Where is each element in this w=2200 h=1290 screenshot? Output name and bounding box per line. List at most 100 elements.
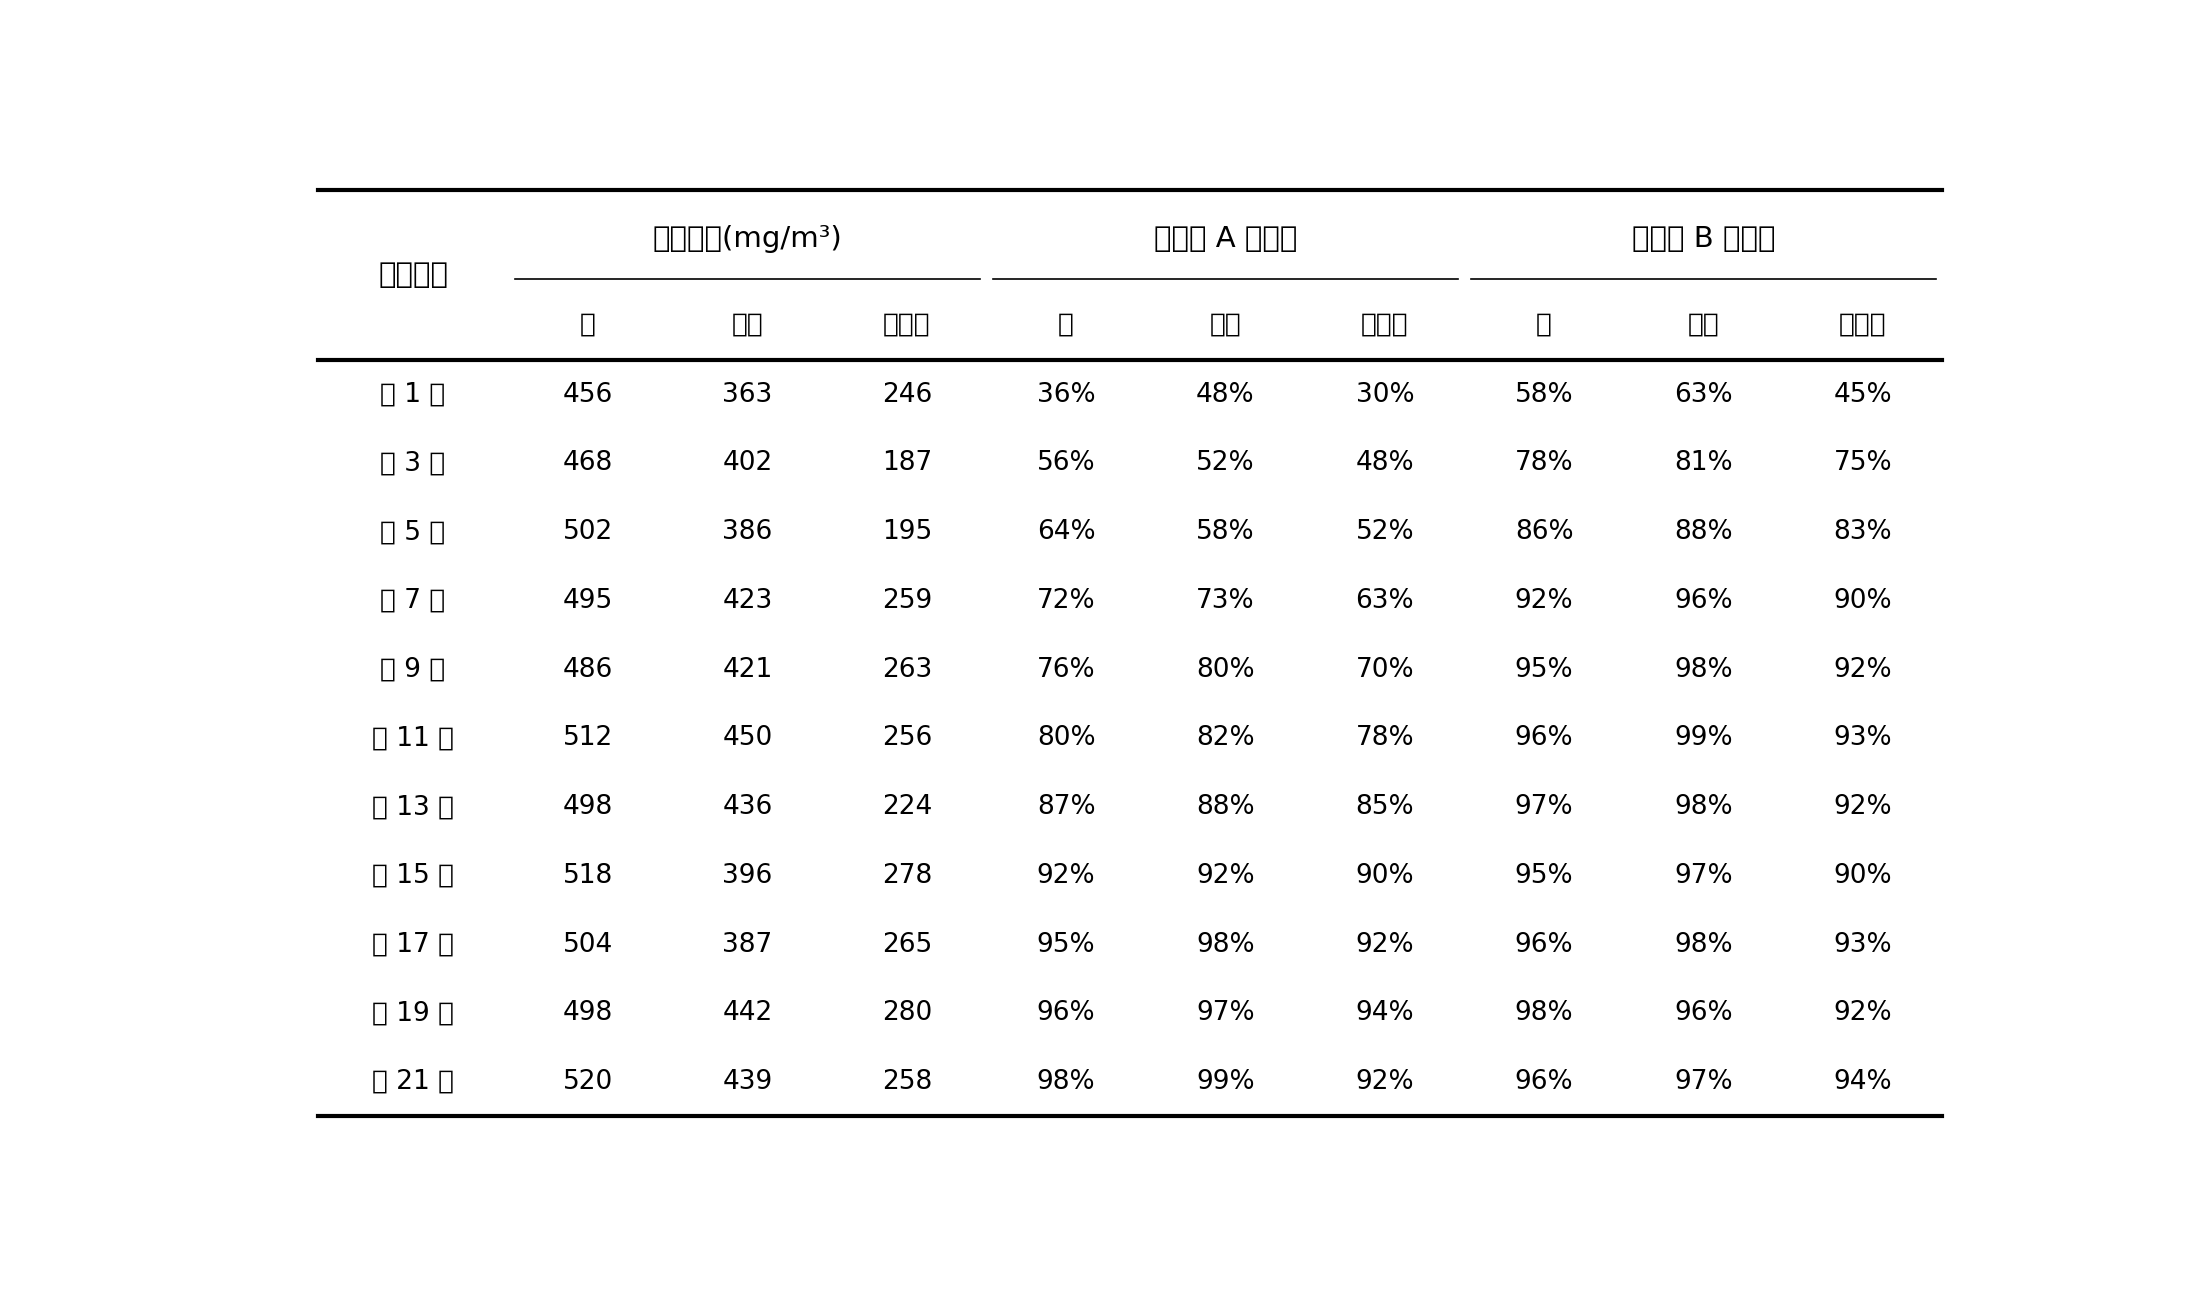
Text: 92%: 92% [1833,795,1892,820]
Text: 224: 224 [882,795,933,820]
Text: 263: 263 [882,657,933,682]
Text: 78%: 78% [1355,725,1415,751]
Text: 反应器 B 去除率: 反应器 B 去除率 [1632,226,1775,253]
Text: 97%: 97% [1516,795,1573,820]
Text: 92%: 92% [1516,588,1573,614]
Text: 99%: 99% [1674,725,1734,751]
Text: 278: 278 [882,863,933,889]
Text: 95%: 95% [1036,931,1096,957]
Text: 439: 439 [722,1069,772,1095]
Text: 30%: 30% [1355,382,1415,408]
Text: 87%: 87% [1036,795,1096,820]
Text: 187: 187 [882,450,933,476]
Text: 73%: 73% [1197,588,1254,614]
Text: 85%: 85% [1355,795,1415,820]
Text: 504: 504 [563,931,614,957]
Text: 98%: 98% [1674,657,1734,682]
Text: 442: 442 [722,1000,772,1027]
Text: 495: 495 [563,588,614,614]
Text: 90%: 90% [1355,863,1415,889]
Text: 甲苯: 甲苯 [1210,312,1241,338]
Text: 78%: 78% [1516,450,1573,476]
Text: 第 7 天: 第 7 天 [381,588,447,614]
Text: 75%: 75% [1833,450,1892,476]
Text: 512: 512 [563,725,614,751]
Text: 第 1 天: 第 1 天 [381,382,447,408]
Text: 95%: 95% [1516,863,1573,889]
Text: 45%: 45% [1833,382,1892,408]
Text: 93%: 93% [1833,725,1892,751]
Text: 396: 396 [722,863,772,889]
Text: 81%: 81% [1674,450,1734,476]
Text: 92%: 92% [1833,1000,1892,1027]
Text: 运行时间: 运行时间 [378,261,449,289]
Text: 92%: 92% [1197,863,1254,889]
Text: 96%: 96% [1516,725,1573,751]
Text: 386: 386 [722,519,772,546]
Text: 363: 363 [722,382,772,408]
Text: 甲苯: 甲苯 [733,312,763,338]
Text: 450: 450 [722,725,772,751]
Text: 64%: 64% [1036,519,1096,546]
Text: 98%: 98% [1197,931,1254,957]
Text: 苯: 苯 [1536,312,1551,338]
Text: 90%: 90% [1833,588,1892,614]
Text: 256: 256 [882,725,933,751]
Text: 甲苯: 甲苯 [1687,312,1720,338]
Text: 98%: 98% [1516,1000,1573,1027]
Text: 88%: 88% [1197,795,1254,820]
Text: 88%: 88% [1674,519,1734,546]
Text: 第 13 天: 第 13 天 [372,795,453,820]
Text: 92%: 92% [1355,931,1415,957]
Text: 96%: 96% [1516,1069,1573,1095]
Text: 468: 468 [563,450,614,476]
Text: 97%: 97% [1674,1069,1734,1095]
Text: 402: 402 [722,450,772,476]
Text: 280: 280 [882,1000,933,1027]
Text: 258: 258 [882,1069,933,1095]
Text: 98%: 98% [1036,1069,1096,1095]
Text: 518: 518 [563,863,614,889]
Text: 96%: 96% [1674,1000,1734,1027]
Text: 265: 265 [882,931,933,957]
Text: 72%: 72% [1036,588,1096,614]
Text: 86%: 86% [1516,519,1573,546]
Text: 第 9 天: 第 9 天 [381,657,447,682]
Text: 70%: 70% [1355,657,1415,682]
Text: 56%: 56% [1036,450,1096,476]
Text: 第 5 天: 第 5 天 [381,519,447,546]
Text: 苯: 苯 [1058,312,1074,338]
Text: 97%: 97% [1674,863,1734,889]
Text: 80%: 80% [1197,657,1254,682]
Text: 95%: 95% [1516,657,1573,682]
Text: 83%: 83% [1833,519,1892,546]
Text: 195: 195 [882,519,933,546]
Text: 98%: 98% [1674,931,1734,957]
Text: 421: 421 [722,657,772,682]
Text: 96%: 96% [1516,931,1573,957]
Text: 93%: 93% [1833,931,1892,957]
Text: 502: 502 [563,519,614,546]
Text: 96%: 96% [1036,1000,1096,1027]
Text: 90%: 90% [1833,863,1892,889]
Text: 92%: 92% [1036,863,1096,889]
Text: 456: 456 [563,382,614,408]
Text: 第 21 天: 第 21 天 [372,1069,453,1095]
Text: 94%: 94% [1833,1069,1892,1095]
Text: 反应器 A 去除率: 反应器 A 去除率 [1153,226,1298,253]
Text: 36%: 36% [1036,382,1096,408]
Text: 76%: 76% [1036,657,1096,682]
Text: 第 19 天: 第 19 天 [372,1000,453,1027]
Text: 259: 259 [882,588,933,614]
Text: 第 3 天: 第 3 天 [381,450,447,476]
Text: 92%: 92% [1833,657,1892,682]
Text: 48%: 48% [1197,382,1254,408]
Text: 96%: 96% [1674,588,1734,614]
Text: 486: 486 [563,657,614,682]
Text: 二甲苯: 二甲苯 [1362,312,1408,338]
Text: 苯: 苯 [581,312,596,338]
Text: 498: 498 [563,795,614,820]
Text: 58%: 58% [1516,382,1573,408]
Text: 52%: 52% [1197,450,1254,476]
Text: 82%: 82% [1197,725,1254,751]
